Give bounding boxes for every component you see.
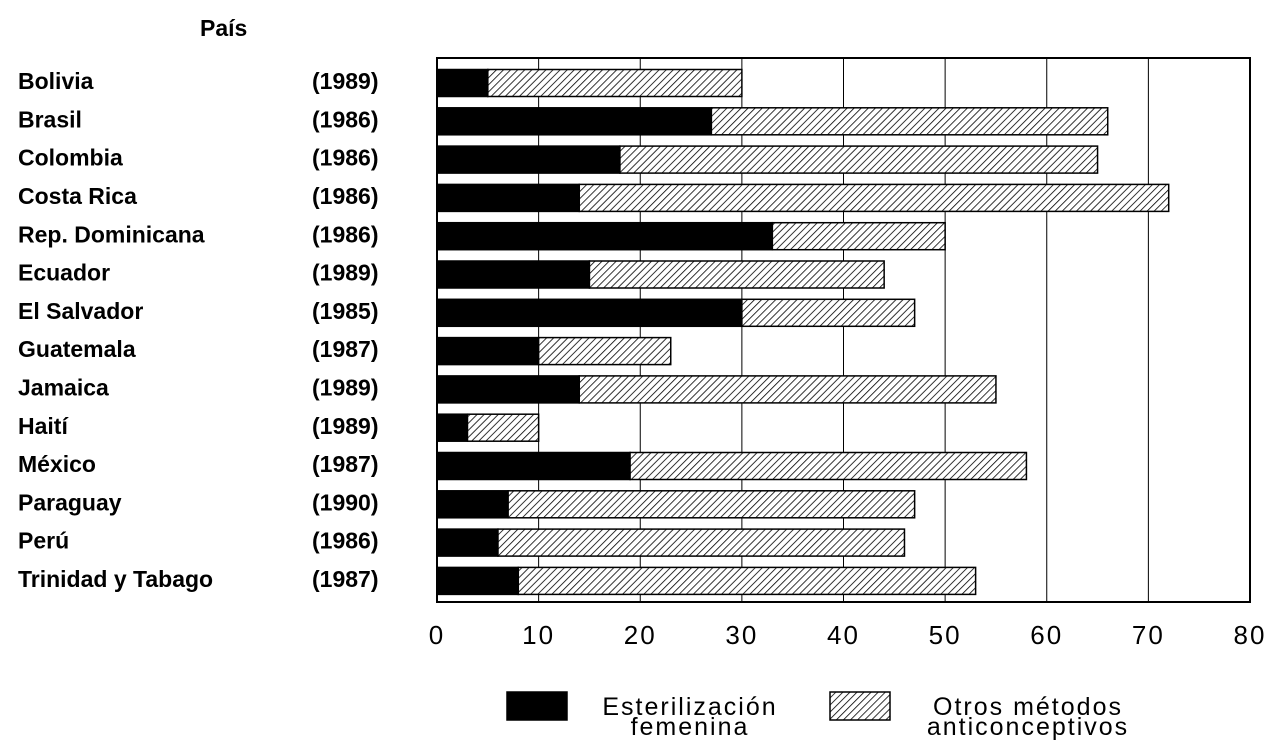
- bar-segment: [436, 490, 509, 519]
- category-label: Bolivia: [18, 68, 94, 94]
- legend-label: Esterilización femenina: [602, 693, 778, 741]
- year-label: (1986): [312, 221, 378, 247]
- bar-segment: [436, 528, 499, 557]
- year-label: (1986): [312, 183, 378, 209]
- bar-segment: [466, 413, 540, 442]
- bar-segment: [710, 107, 1109, 136]
- year-label: (1989): [312, 413, 378, 439]
- year-label: (1989): [312, 260, 378, 286]
- bar-segment: [436, 451, 631, 481]
- year-label: (1987): [312, 336, 378, 362]
- legend-swatch: [506, 691, 568, 721]
- bar-segment: [436, 566, 520, 596]
- category-label: Haití: [18, 413, 69, 439]
- year-label: (1987): [312, 566, 378, 592]
- category-label: Jamaica: [18, 374, 109, 400]
- bar-segment: [436, 260, 591, 289]
- bar-segment: [588, 260, 885, 289]
- x-tick-label: 10: [522, 620, 555, 650]
- legend-label: Otros métodos anticonceptivos: [926, 693, 1130, 741]
- bar-segment: [741, 298, 916, 328]
- year-label: (1985): [312, 298, 378, 324]
- category-label: Guatemala: [18, 336, 136, 362]
- x-tick-label: 70: [1132, 620, 1165, 650]
- year-label: (1987): [312, 451, 378, 477]
- y-axis-label: País: [200, 15, 247, 41]
- bar-segment: [436, 107, 713, 136]
- year-label: (1989): [312, 68, 378, 94]
- x-tick-label: 30: [725, 620, 758, 650]
- category-label: Costa Rica: [18, 183, 137, 209]
- category-label: México: [18, 451, 96, 477]
- x-tick-label: 50: [929, 620, 962, 650]
- bar-segment: [771, 221, 946, 251]
- year-label: (1986): [312, 106, 378, 132]
- bar-segment: [436, 145, 621, 174]
- bar-segment: [436, 413, 469, 442]
- bar-segment: [507, 490, 916, 519]
- bar-segment: [436, 183, 581, 213]
- bar-segment: [487, 68, 743, 98]
- year-label: (1986): [312, 145, 378, 171]
- plot-frame: [436, 57, 1251, 603]
- category-label: Colombia: [18, 145, 123, 171]
- category-label: Brasil: [18, 106, 82, 132]
- category-label: Rep. Dominicana: [18, 221, 205, 247]
- bar-segment: [436, 375, 581, 404]
- year-label: (1989): [312, 374, 378, 400]
- category-label: El Salvador: [18, 298, 143, 324]
- bar-segment: [629, 451, 1028, 481]
- bar-segment: [517, 566, 977, 596]
- x-tick-label: 80: [1234, 620, 1267, 650]
- category-label: Ecuador: [18, 260, 110, 286]
- category-label: Paraguay: [18, 489, 122, 515]
- bar-segment: [436, 221, 774, 251]
- x-tick-label: 40: [827, 620, 860, 650]
- bar-segment: [537, 336, 672, 366]
- bar-segment: [436, 298, 743, 328]
- legend-swatch: [829, 691, 891, 721]
- bar-segment: [436, 336, 540, 366]
- bar-segment: [578, 183, 1170, 213]
- category-label: Trinidad y Tabago: [18, 566, 213, 592]
- bar-segment: [497, 528, 906, 557]
- x-tick-label: 60: [1030, 620, 1063, 650]
- bar-segment: [578, 375, 997, 404]
- year-label: (1990): [312, 489, 378, 515]
- bar-segment: [619, 145, 1099, 174]
- x-tick-label: 0: [429, 620, 445, 650]
- bar-segment: [436, 68, 489, 98]
- year-label: (1986): [312, 528, 378, 554]
- category-label: Perú: [18, 528, 69, 554]
- x-tick-label: 20: [624, 620, 657, 650]
